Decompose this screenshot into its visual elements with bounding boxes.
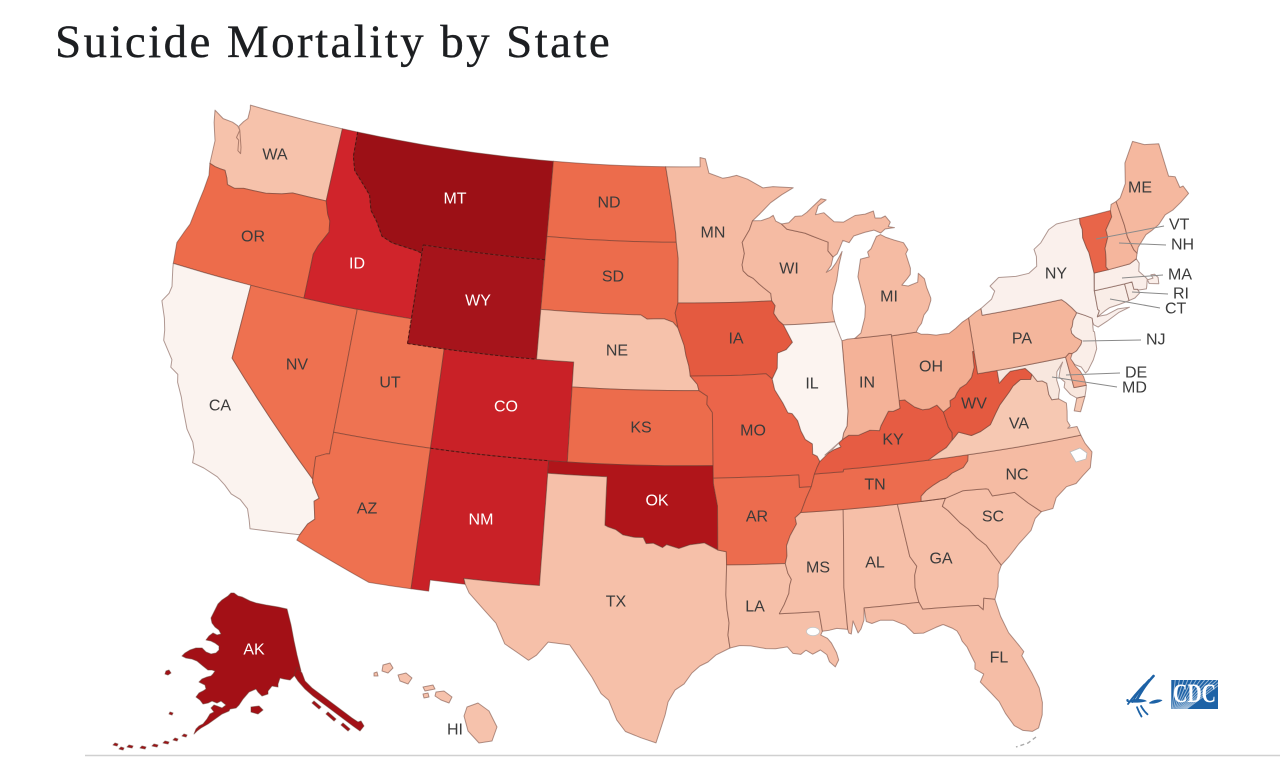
svg-text:TN: TN [864, 477, 885, 494]
svg-text:WA: WA [262, 147, 288, 164]
svg-text:OH: OH [919, 359, 943, 376]
svg-text:HI: HI [447, 722, 463, 739]
svg-text:MT: MT [443, 191, 466, 208]
svg-text:AL: AL [865, 555, 885, 572]
svg-text:CA: CA [209, 398, 232, 415]
svg-text:IL: IL [805, 376, 818, 393]
svg-text:VT: VT [1169, 217, 1190, 234]
svg-text:WI: WI [779, 261, 799, 278]
svg-text:MO: MO [740, 423, 766, 440]
svg-text:CT: CT [1165, 301, 1187, 318]
svg-text:NJ: NJ [1146, 332, 1166, 349]
svg-text:WV: WV [961, 396, 987, 413]
svg-text:NM: NM [469, 512, 494, 529]
svg-text:WY: WY [465, 293, 491, 310]
svg-text:NY: NY [1045, 266, 1068, 283]
svg-text:OK: OK [645, 493, 668, 510]
svg-text:GA: GA [929, 551, 952, 568]
svg-text:CDC: CDC [1173, 679, 1216, 708]
svg-text:OR: OR [241, 229, 265, 246]
svg-text:MN: MN [701, 225, 726, 242]
svg-text:ND: ND [597, 195, 620, 212]
svg-text:IN: IN [859, 375, 875, 392]
svg-text:LA: LA [745, 599, 765, 616]
svg-text:ID: ID [349, 256, 365, 273]
svg-text:SD: SD [602, 269, 624, 286]
svg-text:RI: RI [1173, 286, 1189, 303]
svg-text:MI: MI [880, 289, 898, 306]
svg-text:KY: KY [882, 432, 904, 449]
svg-text:NC: NC [1005, 467, 1028, 484]
svg-text:AR: AR [746, 509, 768, 526]
svg-text:NE: NE [606, 343, 628, 360]
svg-text:UT: UT [379, 375, 401, 392]
svg-text:ME: ME [1128, 180, 1152, 197]
svg-text:MD: MD [1122, 380, 1147, 397]
svg-text:TX: TX [606, 594, 627, 611]
svg-text:MS: MS [806, 560, 830, 577]
svg-text:DE: DE [1125, 365, 1147, 382]
svg-text:PA: PA [1012, 331, 1032, 348]
svg-text:VA: VA [1009, 416, 1029, 433]
svg-text:NV: NV [286, 357, 309, 374]
svg-text:FL: FL [990, 650, 1009, 667]
svg-text:KS: KS [630, 420, 651, 437]
svg-text:IA: IA [728, 331, 743, 348]
svg-text:AK: AK [243, 642, 265, 659]
svg-text:MA: MA [1168, 267, 1192, 284]
svg-text:AZ: AZ [357, 501, 378, 518]
svg-text:NH: NH [1171, 237, 1194, 254]
svg-text:CO: CO [494, 399, 518, 416]
svg-text:SC: SC [982, 509, 1004, 526]
